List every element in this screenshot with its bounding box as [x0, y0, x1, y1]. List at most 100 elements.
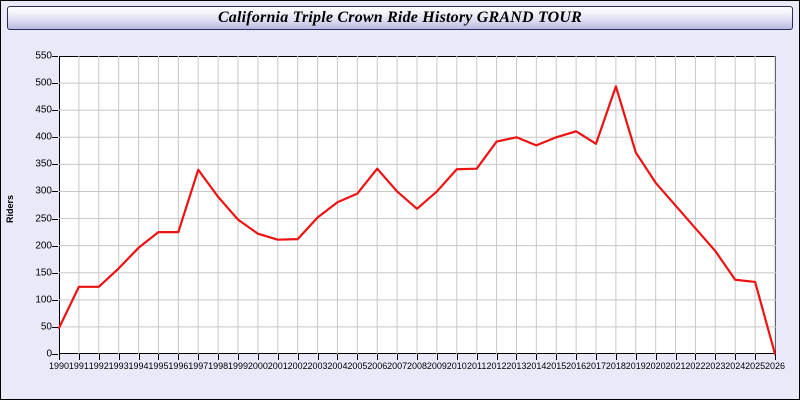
x-axis-tick [675, 354, 677, 360]
x-axis-tick [138, 354, 140, 360]
page-title: California Triple Crown Ride History GRA… [217, 9, 583, 26]
y-axis-tick [52, 218, 58, 220]
x-axis-tick-label: 2001 [267, 361, 288, 371]
y-axis-tick [52, 299, 58, 301]
x-axis-tick-label: 1999 [227, 361, 249, 371]
x-axis-tick-label: 2000 [247, 361, 268, 371]
y-axis-tick-label: 350 [35, 158, 52, 170]
x-axis-tick [59, 354, 60, 360]
x-axis-tick [556, 354, 558, 360]
x-axis-tick [755, 354, 757, 360]
y-axis-tick-label: 0 [46, 348, 52, 360]
x-axis-tick-label: 1998 [208, 361, 229, 371]
x-axis-tick [635, 354, 637, 360]
x-axis-ticks [59, 354, 776, 360]
y-axis-tick-label: 100 [35, 294, 52, 306]
x-axis-tick [98, 354, 100, 360]
x-axis-tick-label: 2016 [566, 361, 587, 371]
x-axis-tick-label: 2021 [665, 361, 686, 371]
x-axis-tick [118, 354, 120, 360]
chart-canvas: Riders 0 50 100 150 200 250 300 350 400 450 500 550… [1, 33, 800, 401]
y-axis-tick [52, 56, 58, 57]
x-axis-tick [775, 354, 776, 360]
x-axis-tick-label: 2005 [347, 361, 368, 371]
x-axis-tick-label: 1992 [88, 361, 109, 371]
x-axis-tick [317, 354, 319, 360]
y-axis-tick [52, 326, 58, 328]
x-axis-tick-label: 2015 [546, 361, 567, 371]
y-axis-tick-label: 250 [35, 213, 52, 225]
y-axis-tick-labels: 0 50 100 150 200 250 300 350 400 450 500 550 [1, 51, 52, 360]
x-axis-tick [436, 354, 438, 360]
x-axis-tick [536, 354, 538, 360]
x-axis-tick-label: 2010 [446, 361, 467, 371]
x-axis-tick [735, 354, 737, 360]
x-axis-tick-label: 2004 [327, 361, 348, 371]
x-axis-tick-labels: 1990 1991 1992 1993 1994 1995 1996 1997 1998 1999… [1, 361, 800, 377]
y-axis-tick [52, 354, 58, 355]
x-axis-tick-label: 2019 [625, 361, 646, 371]
x-axis-tick-label: 1996 [168, 361, 189, 371]
y-axis-ticks [1, 56, 59, 355]
x-axis-tick-label: 2011 [466, 361, 487, 371]
x-axis-tick-label: 1995 [148, 361, 169, 371]
x-axis-tick [277, 354, 279, 360]
x-axis-tick [238, 354, 239, 360]
x-axis-tick [158, 354, 160, 360]
x-axis-tick-label: 2017 [585, 361, 607, 371]
x-axis-tick-label: 1990 [48, 361, 70, 371]
x-axis-tick [198, 354, 200, 360]
x-axis-tick [218, 354, 220, 360]
y-axis-tick [52, 137, 58, 139]
y-axis-tick-label: 400 [35, 131, 52, 143]
y-axis-tick [52, 164, 58, 166]
x-axis-tick-label: 2020 [645, 361, 666, 371]
x-axis-tick-label: 1991 [68, 361, 89, 371]
x-axis-tick [615, 354, 617, 360]
y-axis-tick [52, 110, 58, 112]
x-axis-tick [496, 354, 498, 360]
x-axis-tick [456, 354, 458, 360]
x-axis-tick-label: 2008 [406, 361, 428, 371]
x-axis-tick-label: 1993 [108, 361, 129, 371]
x-axis-tick [178, 354, 180, 360]
x-axis-tick [516, 354, 518, 360]
x-axis-tick [257, 354, 259, 360]
x-axis-tick [695, 354, 697, 360]
x-axis-tick-label: 2014 [526, 361, 547, 371]
x-axis-tick [655, 354, 657, 360]
x-axis-tick [476, 354, 478, 360]
x-axis-tick-label: 2009 [426, 361, 447, 371]
y-axis-tick-label: 450 [35, 104, 52, 116]
x-axis-tick [576, 354, 578, 360]
x-axis-tick-label: 2022 [685, 361, 706, 371]
x-axis-tick [297, 354, 299, 360]
window-title-bar: California Triple Crown Ride History GRA… [7, 6, 793, 30]
y-axis-tick-label: 50 [40, 321, 52, 333]
x-axis-tick [357, 354, 359, 360]
x-axis-tick-label: 2006 [367, 361, 388, 371]
x-axis-tick-label: 2007 [387, 361, 408, 371]
y-axis-tick [52, 83, 58, 85]
x-axis-tick [377, 354, 379, 360]
x-axis-tick [417, 354, 418, 360]
y-axis-tick-label: 150 [35, 267, 52, 279]
x-axis-tick [596, 354, 597, 360]
y-axis-tick [52, 272, 58, 274]
y-axis-tick [52, 191, 58, 193]
x-axis-tick-label: 2002 [287, 361, 308, 371]
x-axis-tick [78, 354, 80, 360]
y-axis-tick-label: 300 [35, 185, 52, 197]
x-axis-tick-label: 2018 [605, 361, 626, 371]
gridlines [59, 56, 776, 354]
x-axis-tick-label: 2012 [486, 361, 507, 371]
y-axis-tick-label: 550 [35, 50, 52, 62]
y-axis-tick [52, 245, 58, 247]
x-axis-tick-label: 2026 [764, 361, 786, 371]
x-axis-tick-label: 2023 [705, 361, 726, 371]
x-axis-tick [337, 354, 339, 360]
y-axis-tick-label: 500 [35, 77, 52, 89]
x-axis-tick-label: 2025 [745, 361, 766, 371]
x-axis-tick-label: 2013 [506, 361, 527, 371]
